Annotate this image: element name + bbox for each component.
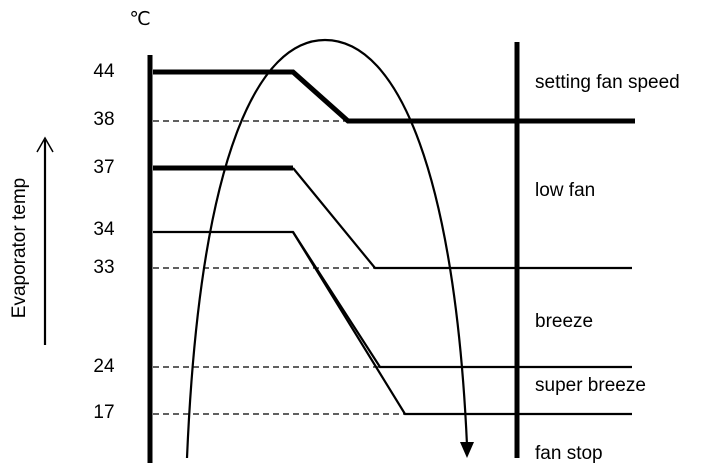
zone-label: low fan (535, 180, 595, 201)
unit-label: ℃ (129, 9, 150, 30)
level-label: 17 (93, 402, 114, 423)
level-label: 44 (93, 61, 115, 82)
level-label: 37 (93, 157, 114, 178)
threshold-line (292, 167, 632, 270)
zone-label: setting fan speed (535, 72, 680, 93)
level-label: 33 (93, 257, 114, 278)
threshold-line (153, 69, 635, 124)
axis-arrow-head (36, 136, 54, 153)
cycle-arc (185, 38, 469, 459)
arrow-head (460, 442, 474, 458)
zone-label: fan stop (535, 443, 603, 464)
threshold-line (153, 230, 632, 369)
zone-label: super breeze (535, 375, 646, 396)
level-label: 38 (93, 109, 114, 130)
zone-label: breeze (535, 311, 593, 332)
level-label: 34 (93, 219, 115, 240)
threshold-line (292, 231, 632, 416)
axis-label: Evaporator temp (9, 178, 30, 318)
level-label: 24 (93, 356, 115, 377)
